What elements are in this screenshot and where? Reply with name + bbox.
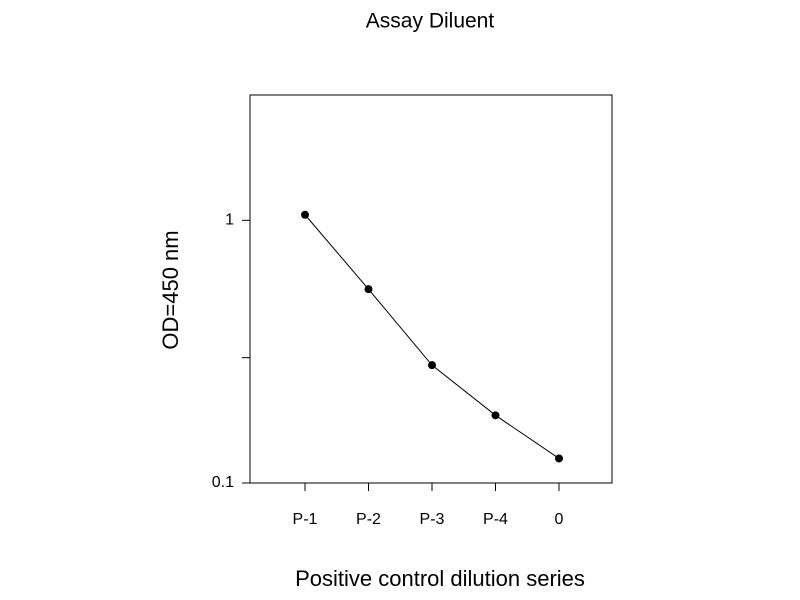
x-tick-label: P-4 [483, 511, 508, 528]
x-tick-label: 0 [555, 511, 564, 528]
data-point [555, 454, 563, 463]
x-tick-label: P-2 [356, 511, 381, 528]
data-point [364, 285, 373, 294]
x-axis-label: Positive control dilution series [295, 566, 585, 591]
y-tick-label: 0.1 [212, 474, 234, 491]
x-tick-label: P-3 [420, 511, 445, 528]
data-point [491, 411, 500, 420]
chart-title: Assay Diluent [366, 10, 495, 33]
y-axis-label: OD=450 nm [158, 230, 183, 349]
data-point [301, 210, 309, 219]
y-tick-label: 1 [225, 212, 234, 229]
x-tick-label: P-1 [293, 511, 318, 528]
data-point [428, 361, 436, 370]
data-line [304, 214, 560, 459]
plot-frame [249, 94, 613, 484]
